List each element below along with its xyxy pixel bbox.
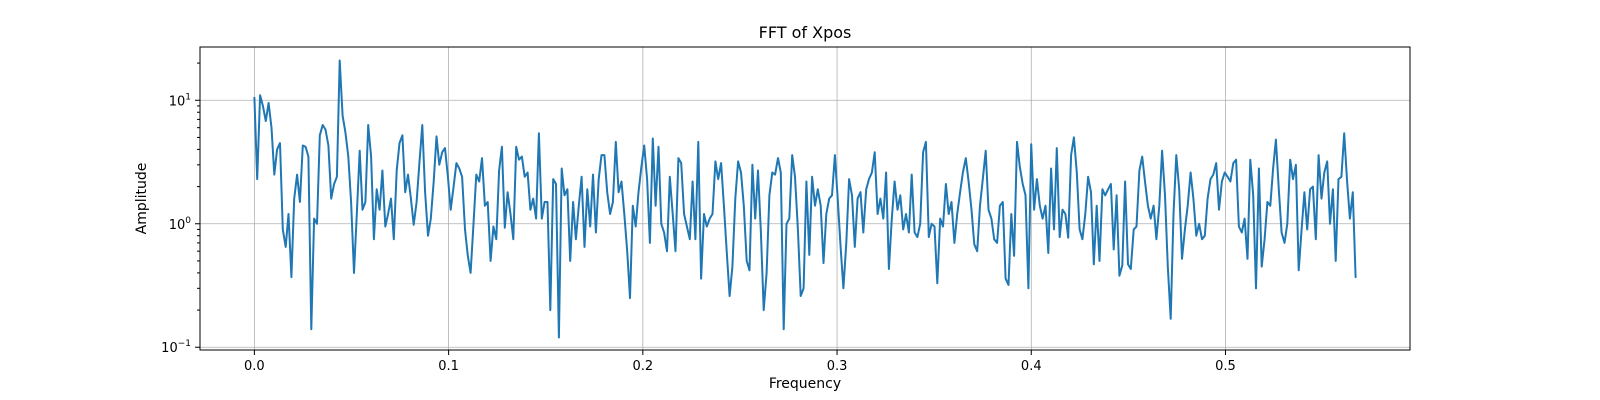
grid-layer bbox=[200, 47, 1410, 350]
y-tick-label: 101 bbox=[169, 92, 191, 109]
y-tick-label: 100 bbox=[169, 216, 192, 233]
y-tick-label: 10−1 bbox=[161, 339, 191, 356]
x-tick-label: 0.0 bbox=[244, 359, 265, 374]
x-tick-label: 0.1 bbox=[438, 359, 459, 374]
y-axis-label: Amplitude bbox=[134, 163, 150, 235]
x-tick-label: 0.2 bbox=[632, 359, 653, 374]
x-tick-label: 0.3 bbox=[827, 359, 848, 374]
chart-title: FFT of Xpos bbox=[759, 23, 852, 42]
x-tick-label: 0.5 bbox=[1215, 359, 1236, 374]
plot-frame bbox=[199, 46, 1411, 351]
series-line-xpos-fft bbox=[253, 59, 1357, 339]
x-axis-label: Frequency bbox=[769, 376, 841, 392]
x-tick-label: 0.4 bbox=[1021, 359, 1042, 374]
tick-layer: 0.0 0.1 0.2 0.3 0.4 0.5 10−1 100 101 bbox=[161, 62, 1236, 374]
